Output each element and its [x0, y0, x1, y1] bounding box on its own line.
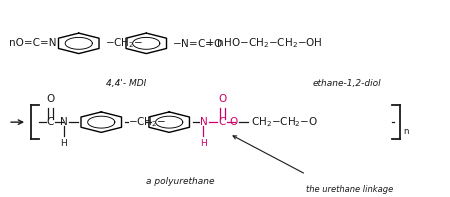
Text: C: C: [47, 117, 54, 127]
Text: $-$CH$_2$$-$: $-$CH$_2$$-$: [105, 36, 143, 50]
Text: N: N: [60, 117, 68, 127]
Text: n: n: [403, 127, 409, 137]
Text: the urethane linkage: the urethane linkage: [306, 185, 393, 194]
Text: $-$CH$_2$$-$: $-$CH$_2$$-$: [128, 115, 166, 129]
Text: O: O: [46, 94, 54, 103]
Text: O: O: [230, 117, 238, 127]
Text: O: O: [218, 94, 226, 103]
Text: C: C: [219, 117, 226, 127]
Text: 4,4'- MDI: 4,4'- MDI: [106, 79, 146, 88]
Text: $-$N=C=O: $-$N=C=O: [172, 37, 223, 49]
Text: CH$_2$$-$CH$_2$$-$O: CH$_2$$-$CH$_2$$-$O: [251, 115, 318, 129]
Text: H: H: [200, 139, 207, 148]
Text: $+$ nHO$-$CH$_2$$-$CH$_2$$-$OH: $+$ nHO$-$CH$_2$$-$CH$_2$$-$OH: [205, 36, 323, 50]
Text: H: H: [60, 139, 68, 148]
Text: nO=C=N: nO=C=N: [9, 38, 57, 48]
Text: a polyurethane: a polyurethane: [146, 177, 214, 186]
Text: ethane-1,2-diol: ethane-1,2-diol: [312, 79, 381, 88]
Text: N: N: [199, 117, 207, 127]
